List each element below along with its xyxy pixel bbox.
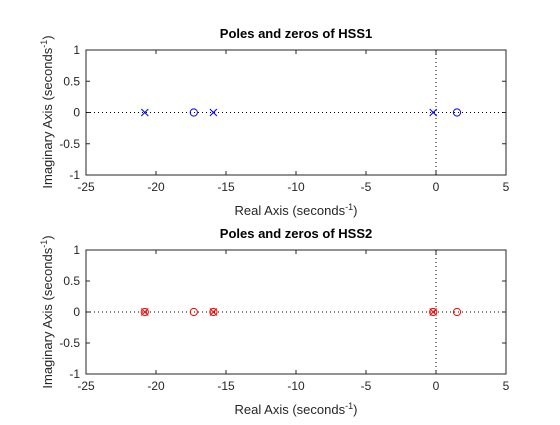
pole-marker (429, 108, 438, 117)
y-tick-label: -1 (69, 367, 80, 381)
x-tick-label: -5 (361, 180, 372, 194)
y-tick-label: 0 (73, 305, 80, 319)
y-tick-label: 0.5 (63, 74, 80, 88)
x-tick-label: -20 (147, 180, 165, 194)
axes-hss1: Poles and zeros of HSS1 -25 -20 -15 -10 -5 0 5… (39, 26, 510, 218)
x-axis-label-hss1: Real Axis (seconds-1) (235, 202, 358, 218)
x-tick-label: -15 (217, 379, 235, 393)
x-axis-label-text: Real Axis (seconds (235, 203, 346, 218)
x-tick-label: -15 (217, 180, 235, 194)
y-axis-label-text: Imaginary Axis (seconds (40, 247, 55, 388)
zero-marker (452, 307, 462, 317)
x-tick-label: -5 (361, 379, 372, 393)
y-axis-label-hss1: Imaginary Axis (seconds-1) (39, 35, 55, 188)
y-axis-label-exponent: -1 (39, 40, 49, 48)
zero-marker (189, 108, 198, 117)
y-tick-label: 0.5 (63, 274, 80, 288)
x-tick-label: -20 (147, 379, 165, 393)
zero-marker (189, 307, 198, 317)
y-tick-label: 1 (73, 243, 80, 257)
x-tick-label: -25 (77, 379, 95, 393)
chart-title-hss2: Poles and zeros of HSS2 (220, 226, 372, 241)
chart-title-hss1: Poles and zeros of HSS1 (220, 26, 372, 41)
zero-marker (429, 307, 438, 317)
reference-lines-hss2 (86, 250, 506, 374)
markers-hss2 (140, 307, 462, 317)
y-tick-label: 1 (73, 43, 80, 57)
pole-marker (209, 108, 218, 117)
zero-marker (452, 108, 462, 117)
markers-hss1 (140, 108, 462, 117)
y-tick-label: -0.5 (59, 336, 80, 350)
y-axis-label-hss2: Imaginary Axis (seconds-1) (39, 235, 55, 388)
reference-lines-hss1 (86, 50, 506, 175)
x-axis-label-close: ) (353, 203, 357, 218)
y-tick-label: -1 (69, 168, 80, 182)
x-tick-label: 5 (503, 180, 510, 194)
axes-hss2: Poles and zeros of HSS2 -25 -20 -15 -10 -5 0 5… (39, 226, 510, 417)
pole-marker (140, 108, 149, 117)
x-tick-label: -10 (287, 379, 305, 393)
x-tick-label: -10 (287, 180, 305, 194)
axis-ticks-hss2: -25 -20 -15 -10 -5 0 5 -1 -0.5 0 0.5 1 (59, 243, 509, 393)
y-axis-label-text: Imaginary Axis (seconds (40, 47, 55, 188)
axis-ticks-hss1: -25 -20 -15 -10 -5 0 5 -1 -0.5 0 0.5 1 (59, 43, 509, 194)
x-axis-label-close: ) (353, 402, 357, 417)
zero-marker (209, 307, 218, 317)
zero-marker (140, 307, 149, 317)
y-axis-label-close: ) (40, 235, 55, 239)
x-tick-label: -25 (77, 180, 95, 194)
y-axis-label-close: ) (40, 35, 55, 39)
x-axis-label-exponent: -1 (345, 202, 353, 212)
x-axis-label-exponent: -1 (345, 401, 353, 411)
x-tick-label: 0 (433, 379, 440, 393)
y-tick-label: -0.5 (59, 137, 80, 151)
x-axis-label-text: Real Axis (seconds (235, 402, 346, 417)
y-tick-label: 0 (73, 106, 80, 120)
x-tick-label: 0 (433, 180, 440, 194)
y-axis-label-exponent: -1 (39, 240, 49, 248)
x-tick-label: 5 (503, 379, 510, 393)
x-axis-label-hss2: Real Axis (seconds-1) (235, 401, 358, 417)
